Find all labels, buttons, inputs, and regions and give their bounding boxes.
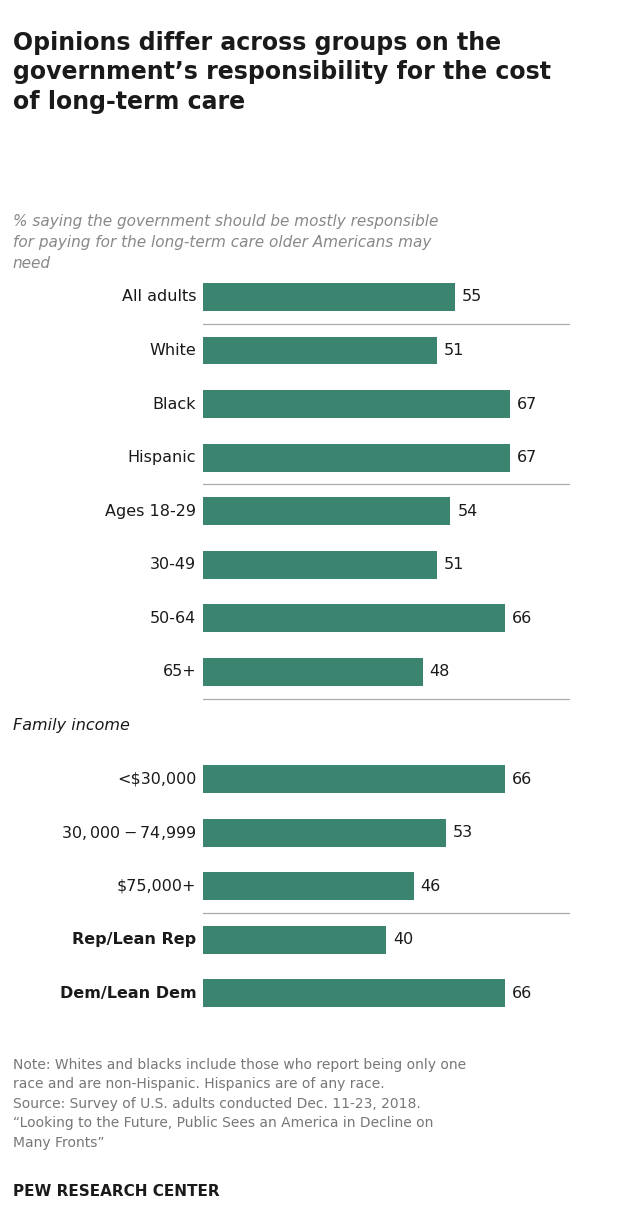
Text: PEW RESEARCH CENTER: PEW RESEARCH CENTER [13, 1184, 219, 1199]
Bar [203, 604, 505, 632]
Text: 67: 67 [517, 450, 537, 465]
Text: 30-49: 30-49 [150, 558, 196, 572]
Text: White: White [149, 344, 196, 358]
Text: All adults: All adults [122, 290, 196, 305]
Text: Hispanic: Hispanic [128, 450, 196, 465]
Text: Note: Whites and blacks include those who report being only one
race and are non: Note: Whites and blacks include those wh… [13, 1058, 466, 1150]
Text: 66: 66 [512, 986, 532, 1000]
Text: Ages 18-29: Ages 18-29 [105, 504, 196, 519]
Text: 66: 66 [512, 772, 532, 786]
Text: Rep/Lean Rep: Rep/Lean Rep [72, 932, 196, 947]
Text: 66: 66 [512, 610, 532, 626]
Text: 48: 48 [430, 664, 450, 680]
Text: 40: 40 [393, 932, 413, 947]
Text: % saying the government should be mostly responsible
for paying for the long-ter: % saying the government should be mostly… [13, 214, 438, 272]
Text: 54: 54 [457, 504, 477, 519]
Text: 51: 51 [444, 558, 464, 572]
Bar [203, 818, 446, 846]
Bar [203, 980, 505, 1008]
Bar [203, 283, 455, 311]
Text: Dem/Lean Dem: Dem/Lean Dem [60, 986, 196, 1000]
Text: Family income: Family income [13, 718, 130, 733]
Bar [203, 336, 437, 364]
Bar [203, 390, 510, 418]
Text: Opinions differ across groups on the
government’s responsibility for the cost
of: Opinions differ across groups on the gov… [13, 31, 551, 114]
Text: <$30,000: <$30,000 [117, 772, 196, 786]
Text: 55: 55 [462, 290, 482, 305]
Text: 53: 53 [453, 826, 473, 840]
Bar [203, 658, 423, 686]
Bar [203, 872, 413, 900]
Text: 50-64: 50-64 [150, 610, 196, 626]
Text: 51: 51 [444, 344, 464, 358]
Text: $30,000-$74,999: $30,000-$74,999 [61, 823, 196, 841]
Text: 65+: 65+ [163, 664, 196, 680]
Bar [203, 926, 386, 954]
Text: $75,000+: $75,000+ [116, 878, 196, 894]
Text: Black: Black [153, 396, 196, 412]
Text: 46: 46 [420, 878, 441, 894]
Bar [203, 550, 437, 578]
Bar [203, 444, 510, 472]
Text: 67: 67 [517, 396, 537, 412]
Bar [203, 498, 450, 525]
Bar [203, 766, 505, 793]
